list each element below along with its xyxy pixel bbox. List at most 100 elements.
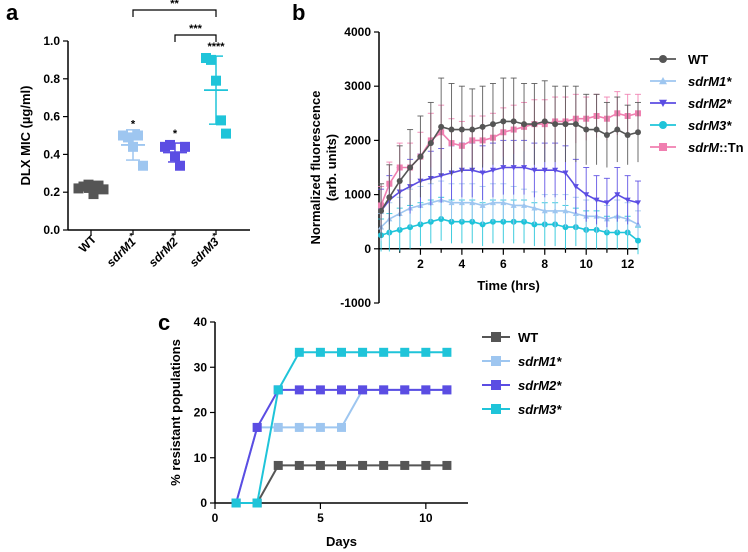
b-point-WT <box>469 126 476 133</box>
c-point-sdrM3 <box>358 347 368 357</box>
b-legend-label: sdrM::Tn <box>688 140 744 155</box>
c-point-sdrM1 <box>294 422 304 432</box>
b-point-sdrM2 <box>583 192 590 198</box>
c-point-sdrM2 <box>315 385 325 395</box>
c-ytick-label: 20 <box>194 406 208 420</box>
c-point-WT <box>273 460 283 470</box>
b-legend-marker <box>659 143 667 151</box>
b-point-WT <box>552 121 559 128</box>
c-xtick-label: 10 <box>419 511 433 525</box>
a-significance-label: **** <box>207 41 225 53</box>
b-point-sdrM2 <box>479 170 486 176</box>
c-point-sdrM3 <box>421 347 431 357</box>
b-xtick-label: 4 <box>459 257 466 271</box>
b-ytick-label: -1000 <box>340 296 371 310</box>
b-point-sdrM2 <box>489 167 496 174</box>
b-point-sdrM2 <box>521 165 528 171</box>
b-point-WT <box>510 118 517 125</box>
a-ytick-label: 0.6 <box>43 110 60 124</box>
b-point-WT <box>458 126 465 133</box>
b-point-WT <box>541 118 548 125</box>
c-point-WT <box>315 460 325 470</box>
b-point-sdrM2 <box>635 200 641 206</box>
b-point-sdrM1 <box>541 207 548 214</box>
a-point <box>180 141 190 152</box>
b-point-sdrM2 <box>624 197 631 204</box>
c-legend-label: WT <box>518 330 538 345</box>
a-point <box>83 179 94 190</box>
b-point-WT <box>438 123 445 130</box>
a-point <box>165 139 175 150</box>
c-point-WT <box>379 460 389 470</box>
b-point-sdrM2 <box>562 170 569 176</box>
c-point-sdrM3 <box>273 385 283 395</box>
b-point-WT <box>593 126 600 133</box>
a-xtick-label: sdrM2* <box>144 230 183 269</box>
b-legend-label: sdrM3* <box>688 118 732 133</box>
b-ytick-label: 2000 <box>344 133 371 147</box>
c-ytick-label: 10 <box>194 451 208 465</box>
b-point-sdrM1 <box>469 199 476 206</box>
b-series-line-WT <box>380 120 639 212</box>
c-point-WT <box>294 460 304 470</box>
b-legend-label: WT <box>688 52 708 67</box>
b-point-sdrM1 <box>500 199 507 206</box>
chart-b: -1000 0 1000 2000 3000 4000 2 4 6 8 10 12 Time (hrs)… <box>308 25 744 310</box>
c-point-sdrM2 <box>379 385 389 395</box>
a-point <box>221 128 231 139</box>
b-xlabel: Time (hrs) <box>477 278 540 293</box>
b-point-sdrM2 <box>614 192 621 198</box>
c-point-sdrM3 <box>231 498 241 508</box>
a-point <box>216 115 226 126</box>
a-ytick-label: 0.2 <box>43 185 60 199</box>
c-legend-marker <box>491 332 501 342</box>
c-point-sdrM2 <box>252 422 262 432</box>
c-point-sdrM3 <box>252 498 262 508</box>
b-point-WT <box>396 178 403 185</box>
b-point-sdrM1 <box>479 202 486 208</box>
a-ytick-label: 1.0 <box>43 34 60 48</box>
b-point-sdrM2 <box>593 197 600 204</box>
b-ytick-label: 0 <box>364 242 371 256</box>
b-xtick-label: 12 <box>621 257 635 271</box>
b-point-sdrM1 <box>458 199 465 206</box>
c-point-WT <box>400 460 410 470</box>
a-ytick-label: 0.8 <box>43 72 60 86</box>
b-legend-marker <box>659 121 667 129</box>
b-point-WT <box>572 121 579 128</box>
panel-label-c: c <box>158 310 170 335</box>
c-series-line-WT <box>236 464 447 504</box>
a-bracket <box>132 9 217 17</box>
a-point <box>211 75 221 86</box>
b-point-sdrM1 <box>489 199 496 206</box>
b-point-sdrM2 <box>552 167 559 174</box>
b-point-WT <box>635 129 641 136</box>
c-point-sdrM3 <box>337 347 346 357</box>
a-ytick-label: 0.4 <box>43 147 60 161</box>
b-legend-label: sdrM1* <box>688 74 732 89</box>
c-point-sdrM2 <box>358 385 368 395</box>
c-point-sdrM2 <box>421 385 431 395</box>
b-point-sdrM2 <box>469 167 476 174</box>
a-point <box>170 151 180 162</box>
b-legend-marker <box>659 77 667 85</box>
a-ylabel: DLX MIC (µg/ml) <box>18 86 33 186</box>
c-point-sdrM1 <box>273 422 283 432</box>
b-point-WT <box>500 118 507 125</box>
c-point-sdrM3 <box>442 347 452 357</box>
a-point <box>133 130 143 141</box>
c-ytick-label: 0 <box>200 496 207 510</box>
a-point <box>123 132 133 143</box>
c-point-sdrM1 <box>337 422 346 432</box>
a-point <box>175 160 185 171</box>
c-point-WT <box>337 460 346 470</box>
b-point-WT <box>386 194 393 201</box>
chart-c: 0 10 20 30 40 0 5 10 Days % resistant populations… <box>168 315 562 549</box>
b-point-sdrM1 <box>552 207 559 214</box>
b-point-sdrM2 <box>438 173 445 179</box>
a-xtick-label: WT <box>76 232 100 256</box>
b-ytick-label: 1000 <box>344 188 371 202</box>
c-point-WT <box>358 460 368 470</box>
b-point-WT <box>448 126 455 133</box>
c-xlabel: Days <box>326 534 357 549</box>
